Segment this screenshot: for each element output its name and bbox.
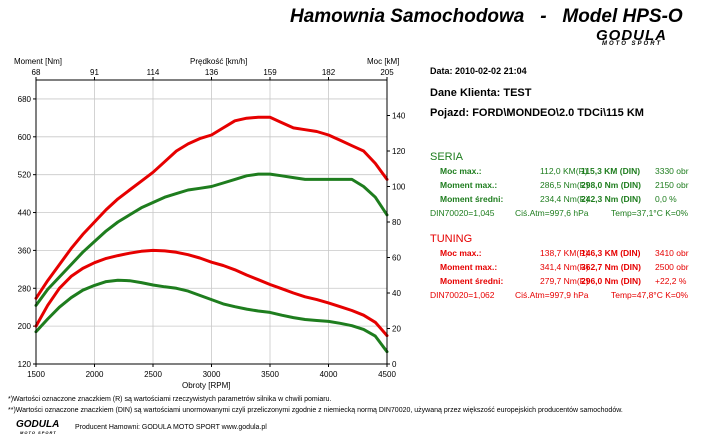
left-axis-title: Moment [Nm] <box>14 57 63 66</box>
chart-curves <box>34 115 389 354</box>
seria-row-torque: Moment max.: 286,5 Nm(R) 298,0 Nm (DIN) 215… <box>440 180 689 190</box>
right-tick-label: 0 <box>392 360 397 369</box>
tuning-heading: TUNING <box>430 233 473 245</box>
left-tick-label: 680 <box>18 95 32 104</box>
right-axis-title: Moc [kM] <box>367 57 400 66</box>
right-tick-label: 20 <box>392 325 401 334</box>
x-tick-label: 3500 <box>261 370 279 379</box>
left-tick-label: 440 <box>18 209 32 218</box>
seria-heading: SERIA <box>430 151 464 163</box>
footnote-r: *)Wartości oznaczone znaczkiem (R) są wa… <box>8 396 332 403</box>
top-tick-label: 114 <box>147 68 160 77</box>
left-tick-label: 120 <box>18 360 32 369</box>
x-tick-label: 4500 <box>378 370 396 379</box>
top-tick-label: 205 <box>380 68 394 77</box>
right-tick-label: 100 <box>392 183 406 192</box>
x-tick-label: 1500 <box>27 370 45 379</box>
footer-logo: GODULA MOTO SPORT <box>16 419 68 435</box>
left-tick-label: 200 <box>18 322 32 331</box>
footer-logo-subtitle: MOTO SPORT <box>20 430 57 435</box>
dyno-chart: 1500 2000 2500 3000 3500 4000 4500120200280360… <box>18 68 406 379</box>
top-axis-title: Prędkość [km/h] <box>190 57 248 66</box>
left-tick-label: 600 <box>18 133 32 142</box>
logo-wordmark: GODULA <box>596 27 667 44</box>
right-tick-label: 140 <box>392 112 406 121</box>
right-tick-label: 40 <box>392 289 401 298</box>
footer-logo-wordmark: GODULA <box>16 419 60 430</box>
tuning-row-avg-torque: Moment średni: 279,7 Nm(R) 296,0 Nm (DIN) +… <box>440 276 687 286</box>
left-tick-label: 520 <box>18 171 32 180</box>
producer-credit: Producent Hamowni: GODULA MOTO SPORT www… <box>75 424 267 431</box>
test-date: Data: 2010-02-02 21:04 <box>430 66 527 76</box>
right-tick-label: 80 <box>392 218 401 227</box>
top-tick-label: 91 <box>90 68 99 77</box>
x-tick-label: 2000 <box>86 370 104 379</box>
seria-row-env: DIN70020=1,045 Ciś.Atm=997,6 hPa Temp=37,1… <box>430 208 689 218</box>
top-tick-label: 68 <box>32 68 41 77</box>
top-tick-label: 182 <box>322 68 336 77</box>
tuning-row-torque: Moment max.: 341,4 Nm(R) 362,7 Nm (DIN) 250… <box>440 262 689 272</box>
top-tick-label: 136 <box>205 68 219 77</box>
seria-row-power: Moc max.: 112,0 KM(R) 115,3 KM (DIN) 3330 o… <box>440 166 689 176</box>
seria-row-avg-torque: Moment średni: 234,4 Nm(R) 242,3 Nm (DIN) 0… <box>440 194 677 204</box>
seria-power-curve <box>34 172 389 307</box>
chart-title: Hamownia Samochodowa - Model HPS-O <box>290 6 683 27</box>
chart-tick-labels: 1500 2000 2500 3000 3500 4000 4500120200280360… <box>18 68 406 379</box>
footnote-din: **)Wartości oznaczone znaczkiem (DIN) są… <box>8 407 623 414</box>
brand-logo: GODULA MOTO SPORT <box>596 27 684 48</box>
client-info: Dane Klienta: TEST <box>430 87 532 99</box>
left-tick-label: 280 <box>18 284 32 293</box>
right-tick-label: 60 <box>392 254 401 263</box>
plot-frame <box>35 79 388 365</box>
seria-torque-curve <box>34 278 389 354</box>
tuning-row-env: DIN70020=1,062 Ciś.Atm=997,9 hPa Temp=47,8… <box>430 290 689 300</box>
x-tick-label: 2500 <box>144 370 162 379</box>
x-axis-title: Obroty [RPM] <box>182 381 231 390</box>
seria-results: SERIA Moc max.: 112,0 KM(R) 115,3 KM (DIN)… <box>430 151 689 222</box>
tuning-results: TUNING Moc max.: 138,7 KM(R) 146,3 KM (DIN… <box>430 233 689 304</box>
left-tick-label: 360 <box>18 246 32 255</box>
tuning-torque-curve <box>34 248 389 338</box>
tuning-power-curve <box>34 115 389 300</box>
logo-subtitle: MOTO SPORT <box>602 41 663 47</box>
right-tick-label: 120 <box>392 147 406 156</box>
tuning-row-power: Moc max.: 138,7 KM(R) 146,3 KM (DIN) 3410 o… <box>440 248 689 258</box>
top-tick-label: 159 <box>263 68 277 77</box>
x-tick-label: 4000 <box>320 370 338 379</box>
vehicle-info: Pojazd: FORD\MONDEO\2.0 TDCi\115 KM <box>430 107 644 119</box>
x-tick-label: 3000 <box>203 370 221 379</box>
